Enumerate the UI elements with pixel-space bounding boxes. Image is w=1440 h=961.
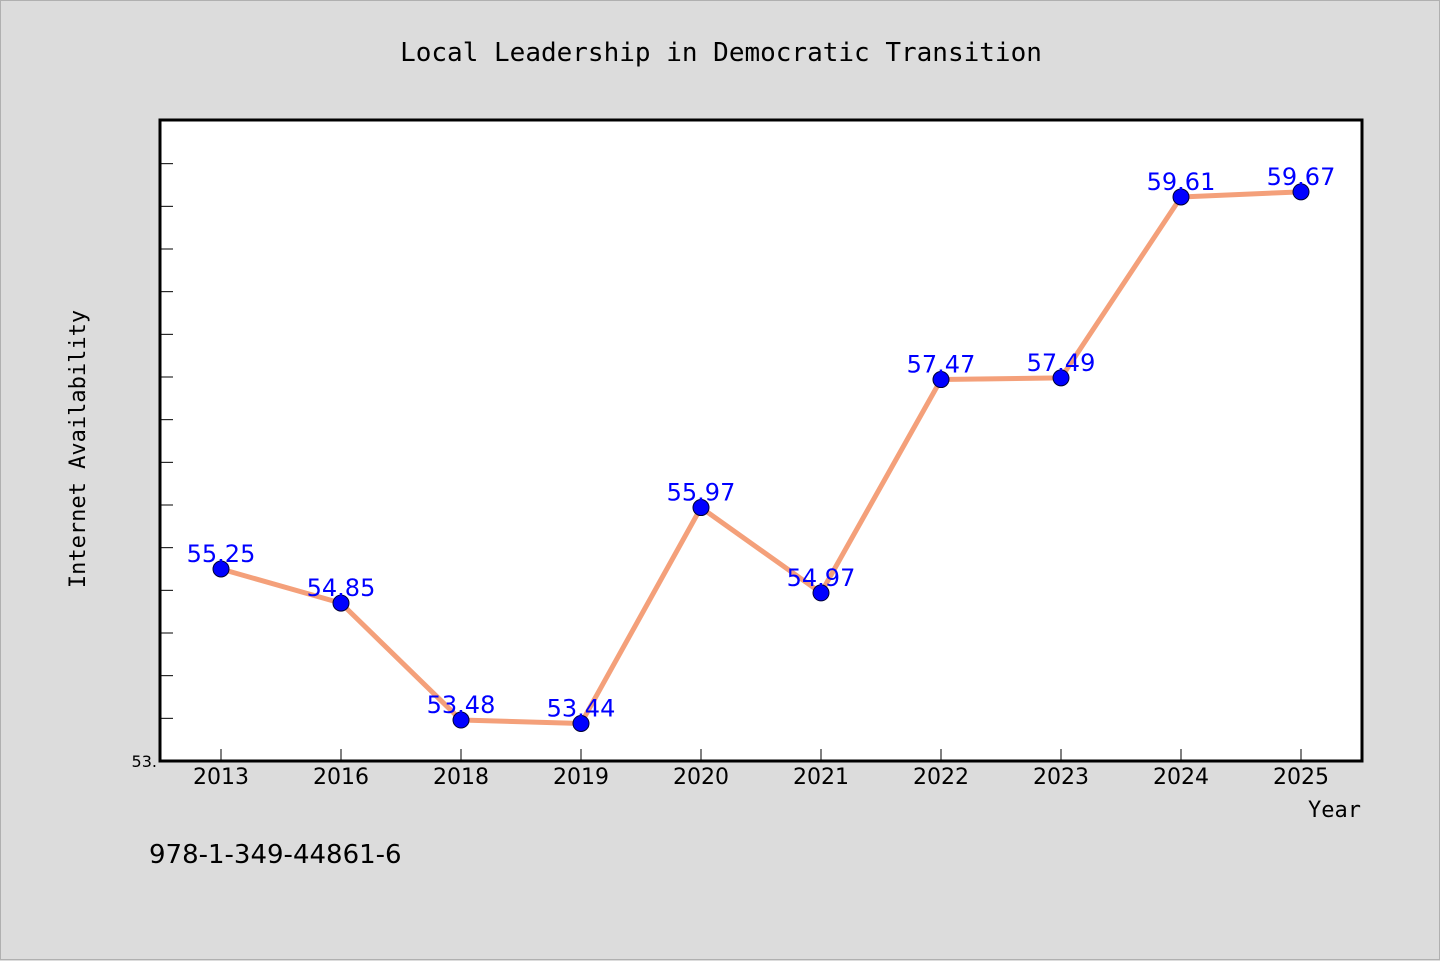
series-line-group: [218, 189, 1304, 726]
data-point: [692, 499, 710, 517]
data-labels: 55.25 54.85 53.48 53.44 55.97 54.97 57.47 57.49…: [187, 163, 1336, 723]
data-point: [932, 371, 950, 389]
x-axis-label: Year: [1308, 798, 1361, 823]
x-tick-label: 2022: [913, 765, 969, 790]
data-label: 59.61: [1147, 168, 1216, 196]
data-point: [1292, 183, 1310, 201]
data-points: [212, 183, 1310, 732]
footer-code: 978-1-349-44861-6: [149, 840, 402, 870]
x-tick-label: 2023: [1033, 765, 1089, 790]
data-label: 57.49: [1027, 349, 1096, 377]
data-label: 53.44: [547, 694, 616, 722]
x-tick-label: 2019: [553, 765, 609, 790]
data-label: 55.25: [187, 540, 256, 568]
data-label: 54.85: [307, 574, 376, 602]
chart-title: Local Leadership in Democratic Transitio…: [400, 38, 1042, 68]
x-tick-label: 2024: [1153, 765, 1209, 790]
plot-area: [158, 118, 1364, 763]
data-point: [1052, 369, 1070, 387]
data-point: [452, 711, 470, 729]
data-label: 54.97: [787, 564, 856, 592]
x-tick-label: 2018: [433, 765, 489, 790]
data-label: 57.47: [907, 351, 976, 379]
x-tick-label: 2020: [673, 765, 729, 790]
series-line: [218, 189, 1304, 726]
x-tick-label: 2016: [313, 765, 369, 790]
x-tick-label: 2013: [193, 765, 249, 790]
y-axis-min-label: 53.: [132, 752, 157, 771]
data-point: [332, 594, 350, 612]
x-tick-label: 2025: [1273, 765, 1329, 790]
y-axis-label: Internet Availability: [66, 310, 91, 588]
data-label: 53.48: [427, 691, 496, 719]
data-label: 59.67: [1267, 163, 1336, 191]
y-axis-ticks: [161, 120, 173, 762]
data-point: [812, 584, 830, 602]
data-point: [212, 560, 230, 578]
data-label: 55.97: [667, 479, 736, 507]
data-point: [572, 714, 590, 732]
x-tick-label: 2021: [793, 765, 849, 790]
data-point: [1172, 188, 1190, 206]
x-axis-ticks: 2013 2016 2018 2019 2020 2021 2022 2023 2024 2025: [193, 749, 1329, 790]
